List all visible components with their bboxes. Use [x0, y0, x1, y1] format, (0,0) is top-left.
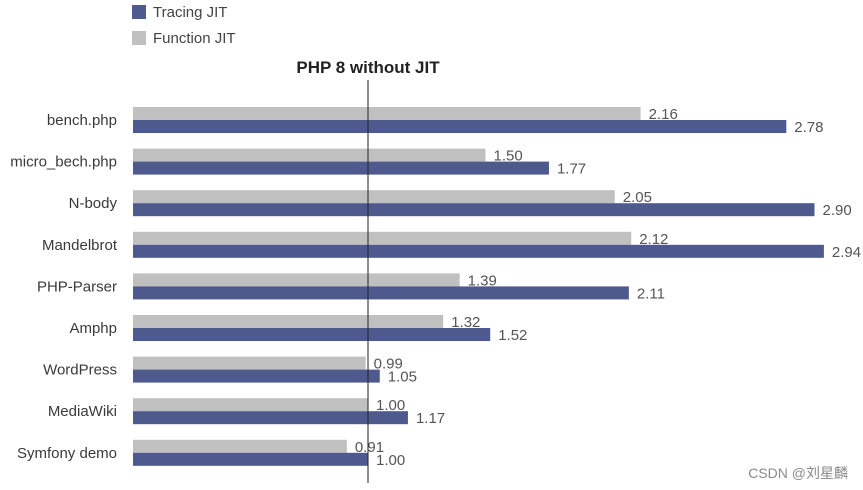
value-label-function-jit-symfony-demo: 0.91 [355, 439, 384, 456]
bar-tracing-jit-n-body [133, 203, 815, 217]
legend-swatch-tracing-jit [132, 5, 146, 19]
value-label-tracing-jit-micro-bech-php: 1.77 [557, 161, 586, 178]
value-label-function-jit-php-parser: 1.39 [468, 272, 497, 289]
bar-tracing-jit-wordpress [133, 369, 380, 383]
category-label-mandelbrot: Mandelbrot [42, 237, 118, 254]
bar-tracing-jit-amphp [133, 328, 491, 341]
bar-function-jit-mandelbrot [133, 231, 632, 245]
bar-function-jit-mediawiki [133, 398, 368, 412]
reference-line-group: PHP 8 without JIT [296, 58, 440, 483]
value-label-function-jit-mediawiki: 1.00 [376, 397, 405, 414]
value-label-function-jit-n-body: 2.05 [623, 189, 652, 206]
bar-tracing-jit-mandelbrot [133, 244, 824, 258]
bar-tracing-jit-symfony-demo [133, 452, 368, 466]
value-label-tracing-jit-amphp: 1.52 [498, 327, 527, 344]
category-label-n-body: N-body [69, 195, 118, 212]
value-label-function-jit-bench-php: 2.16 [649, 106, 678, 123]
value-label-tracing-jit-n-body: 2.90 [823, 202, 852, 219]
value-label-function-jit-micro-bech-php: 1.50 [494, 148, 523, 165]
bar-function-jit-n-body [133, 190, 615, 204]
watermark: CSDN @刘星麟 [748, 465, 848, 481]
bar-tracing-jit-bench-php [133, 120, 787, 133]
value-label-tracing-jit-symfony-demo: 1.00 [376, 452, 405, 469]
category-label-bench-php: bench.php [47, 112, 117, 129]
bar-tracing-jit-php-parser [133, 286, 629, 300]
reference-line-label: PHP 8 without JIT [296, 58, 440, 77]
bar-tracing-jit-micro-bech-php [133, 161, 549, 175]
value-label-function-jit-mandelbrot: 2.12 [639, 231, 668, 248]
bar-tracing-jit-mediawiki [133, 411, 408, 425]
bar-function-jit-micro-bech-php [133, 148, 486, 162]
category-label-php-parser: PHP-Parser [37, 278, 117, 295]
value-label-tracing-jit-bench-php: 2.78 [794, 119, 823, 136]
value-label-function-jit-amphp: 1.32 [451, 314, 480, 331]
value-label-tracing-jit-mandelbrot: 2.94 [832, 244, 861, 261]
category-label-wordpress: WordPress [43, 362, 117, 379]
bar-function-jit-php-parser [133, 273, 460, 287]
bar-function-jit-amphp [133, 315, 444, 328]
bar-function-jit-symfony-demo [133, 439, 347, 453]
legend: Tracing JIT Function JIT [132, 4, 236, 47]
bar-function-jit-wordpress [133, 356, 366, 370]
value-label-tracing-jit-mediawiki: 1.17 [416, 410, 445, 427]
legend-swatch-function-jit [132, 31, 146, 45]
bar-function-jit-bench-php [133, 107, 641, 120]
value-label-tracing-jit-php-parser: 2.11 [637, 285, 665, 302]
value-label-function-jit-wordpress: 0.99 [374, 356, 403, 373]
category-label-amphp: Amphp [69, 320, 117, 337]
category-label-symfony-demo: Symfony demo [17, 445, 117, 462]
value-label-tracing-jit-wordpress: 1.05 [388, 369, 417, 386]
bar-group: bench.php 2.16 2.78 micro_bech.php 1.50 1.77 N… [10, 106, 861, 469]
legend-label-tracing-jit: Tracing JIT [153, 4, 227, 21]
legend-label-function-jit: Function JIT [153, 30, 236, 47]
category-label-micro-bech-php: micro_bech.php [10, 154, 117, 171]
category-label-mediawiki: MediaWiki [48, 403, 117, 420]
